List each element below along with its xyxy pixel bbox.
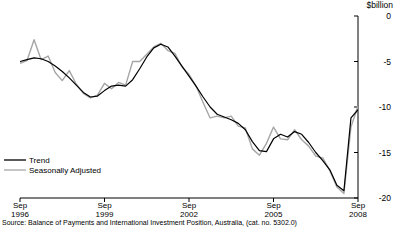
y-tick-label: -5 [383,57,391,67]
y-tick [354,198,358,199]
y-tick-label: -20 [379,193,392,203]
x-tick-label-line: 2005 [265,210,283,219]
x-tick-label: Sep1999 [96,201,114,219]
x-tick-label-line: 1996 [11,210,29,219]
y-tick [354,152,358,153]
plot-lines [20,40,358,194]
chart: 0 -5 -10 -15 -20 $billion Sep1996 Sep1999 Sep200… [0,0,397,227]
legend-label: Seasonally Adjusted [29,166,101,175]
y-axis-label: $billion [367,0,394,10]
x-tick-label-line: 2002 [180,210,198,219]
y-tick-label: -15 [379,148,392,158]
series-line [20,40,358,194]
y-tick-label: 0 [386,11,391,21]
source-note: Source: Balance of Payments and Internat… [2,219,297,227]
x-tick-label-line: 2008 [349,210,367,219]
x-tick-label-line: 1999 [96,210,114,219]
x-tick-label: Sep2002 [180,201,198,219]
x-tick-label: Sep2008 [349,201,367,219]
y-tick-label: -10 [379,102,392,112]
legend-label: Trend [29,156,50,165]
legend-swatch [4,159,26,160]
x-tick-label: Sep1996 [11,201,29,219]
series-line [20,44,358,191]
y-tick [354,61,358,62]
x-tick-label: Sep2005 [265,201,283,219]
y-tick [354,16,358,17]
legend-swatch [4,169,26,170]
